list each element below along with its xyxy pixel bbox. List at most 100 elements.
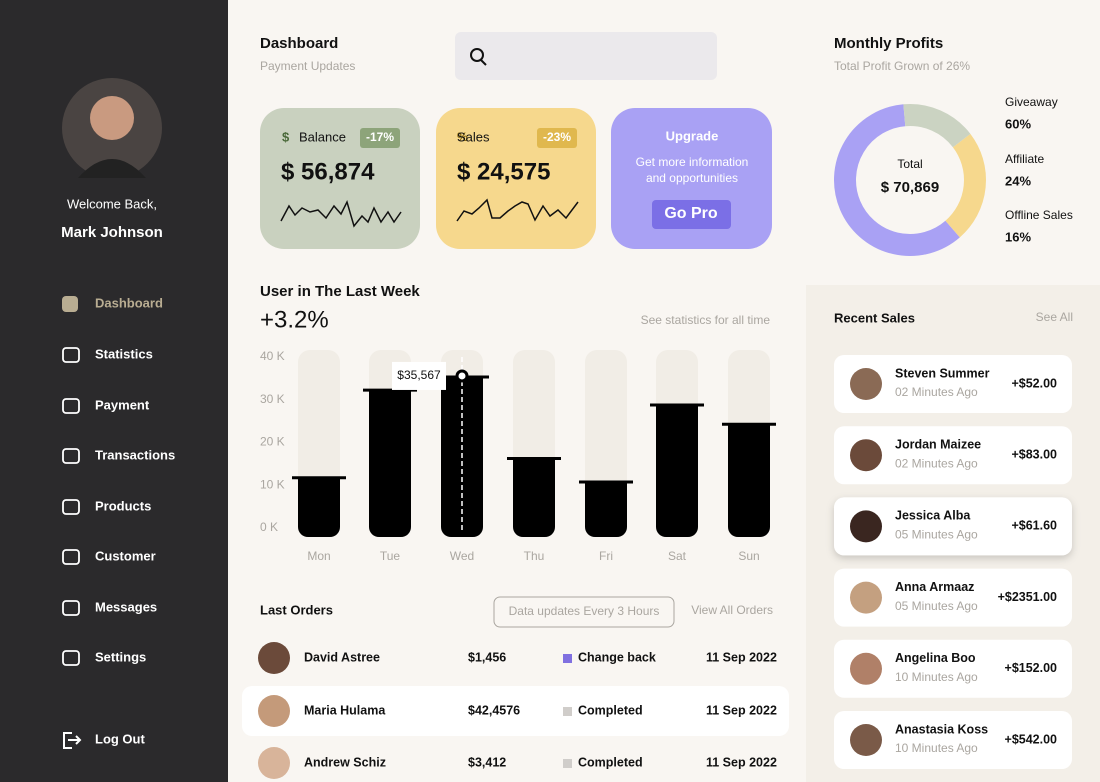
y-tick-label: 40 K bbox=[260, 349, 285, 363]
sale-time: 05 Minutes Ago bbox=[895, 599, 978, 613]
bar-cap bbox=[728, 423, 770, 436]
sale-name: Jordan Maizee bbox=[895, 437, 981, 451]
go-pro-button[interactable] bbox=[652, 200, 731, 229]
bar-cap bbox=[513, 457, 555, 470]
donut-total: $ 70,869 bbox=[881, 179, 939, 196]
order-avatar bbox=[258, 642, 290, 674]
order-name: Andrew Schiz bbox=[304, 755, 386, 769]
upgrade-card bbox=[611, 108, 772, 249]
menu-item[interactable]: Dashboard bbox=[95, 295, 163, 310]
sale-amount: +$52.00 bbox=[1011, 376, 1057, 390]
x-tick-label: Fri bbox=[599, 549, 613, 563]
sale-name: Anastasia Koss bbox=[895, 722, 988, 736]
y-tick-label: 30 K bbox=[260, 392, 285, 406]
legend-label: Offline Sales bbox=[1005, 208, 1073, 222]
go-pro-label[interactable]: Go Pro bbox=[664, 205, 718, 222]
sale-avatar bbox=[850, 652, 882, 685]
sale-time: 10 Minutes Ago bbox=[895, 670, 978, 684]
profile-face bbox=[90, 96, 134, 140]
hover-dot bbox=[455, 369, 469, 383]
x-tick-label: Tue bbox=[380, 549, 401, 563]
sale-avatar bbox=[850, 724, 882, 756]
sale-card[interactable] bbox=[834, 711, 1072, 769]
orders-title: Last Orders bbox=[260, 602, 333, 617]
status-dot bbox=[563, 707, 572, 716]
order-status: Completed bbox=[578, 703, 643, 717]
donut-total-label: Total bbox=[897, 157, 922, 171]
sale-time: 02 Minutes Ago bbox=[895, 456, 978, 470]
menu-icon bbox=[62, 549, 80, 565]
menu-item[interactable]: Transactions bbox=[95, 447, 175, 462]
menu-item[interactable]: Payment bbox=[95, 397, 150, 412]
bar bbox=[298, 476, 340, 537]
sale-amount: +$83.00 bbox=[1011, 447, 1057, 461]
search-box[interactable] bbox=[455, 32, 717, 80]
sale-name: Steven Summer bbox=[895, 366, 990, 380]
order-date: 11 Sep 2022 bbox=[706, 755, 777, 769]
menu-icon bbox=[62, 448, 80, 464]
sale-time: 02 Minutes Ago bbox=[895, 385, 978, 399]
sale-amount: +$2351.00 bbox=[998, 590, 1057, 604]
sales-badge bbox=[537, 128, 577, 148]
orders-link[interactable]: View All Orders bbox=[691, 603, 773, 617]
order-date: 11 Sep 2022 bbox=[706, 703, 777, 717]
sale-card[interactable] bbox=[834, 639, 1072, 698]
sale-card[interactable] bbox=[834, 355, 1072, 413]
update-badge-label: Data updates Every 3 Hours bbox=[509, 604, 660, 618]
card-amount: $ 56,874 bbox=[281, 158, 375, 185]
order-avatar bbox=[258, 695, 290, 727]
upgrade-text: and opportunities bbox=[646, 171, 738, 185]
percent-icon: % bbox=[457, 130, 468, 144]
donut-segment bbox=[945, 133, 986, 238]
menu-item[interactable]: Customer bbox=[95, 548, 156, 563]
card-change: -23% bbox=[543, 130, 571, 144]
logout-icon bbox=[63, 732, 82, 749]
card-change: -17% bbox=[366, 130, 394, 144]
status-dot bbox=[563, 654, 572, 663]
recent-link[interactable]: See All bbox=[1036, 310, 1073, 324]
bar-cap bbox=[656, 404, 698, 417]
update-badge bbox=[493, 596, 675, 628]
menu-item[interactable]: Statistics bbox=[95, 346, 153, 361]
sale-card[interactable] bbox=[834, 426, 1072, 485]
search-icon-handle bbox=[480, 59, 487, 66]
dollar-icon: $ bbox=[282, 129, 290, 144]
sale-name: Jessica Alba bbox=[895, 509, 971, 523]
sale-card[interactable] bbox=[834, 497, 1072, 556]
profits-subtitle: Total Profit Grown of 26% bbox=[834, 59, 970, 73]
x-tick-label: Thu bbox=[524, 549, 545, 563]
upgrade-text: Get more information bbox=[636, 155, 749, 169]
menu-item[interactable]: Messages bbox=[95, 599, 157, 614]
sale-amount: +$542.00 bbox=[1005, 732, 1058, 746]
logout[interactable]: Log Out bbox=[95, 731, 145, 746]
sale-card[interactable] bbox=[834, 568, 1072, 627]
y-tick-label: 10 K bbox=[260, 477, 285, 491]
x-tick-label: Wed bbox=[450, 549, 474, 563]
x-tick-label: Mon bbox=[307, 549, 330, 563]
status-dot bbox=[563, 759, 572, 768]
sale-avatar bbox=[850, 368, 882, 400]
x-tick-label: Sun bbox=[738, 549, 759, 563]
page-title: Dashboard bbox=[260, 35, 338, 52]
order-amount: $1,456 bbox=[468, 650, 506, 664]
menu-icon bbox=[62, 347, 80, 363]
order-status: Completed bbox=[578, 755, 643, 769]
legend-value: 24% bbox=[1005, 173, 1031, 188]
bar bbox=[585, 480, 627, 537]
sale-avatar bbox=[850, 510, 882, 543]
card-label: Sales bbox=[457, 129, 490, 144]
menu-item[interactable]: Settings bbox=[95, 649, 146, 664]
users-change: +3.2% bbox=[260, 306, 329, 333]
order-name: David Astree bbox=[304, 650, 380, 664]
sale-time: 05 Minutes Ago bbox=[895, 528, 978, 542]
bar bbox=[728, 423, 770, 537]
legend-label: Giveaway bbox=[1005, 95, 1058, 109]
sale-time: 10 Minutes Ago bbox=[895, 741, 978, 755]
order-status: Change back bbox=[578, 650, 656, 664]
bar-cap bbox=[369, 389, 411, 402]
menu-icon bbox=[62, 650, 80, 666]
menu-icon-bg bbox=[62, 296, 78, 312]
recent-title: Recent Sales bbox=[834, 310, 915, 325]
menu-item[interactable]: Products bbox=[95, 498, 151, 513]
stats-link[interactable]: See statistics for all time bbox=[641, 313, 771, 327]
